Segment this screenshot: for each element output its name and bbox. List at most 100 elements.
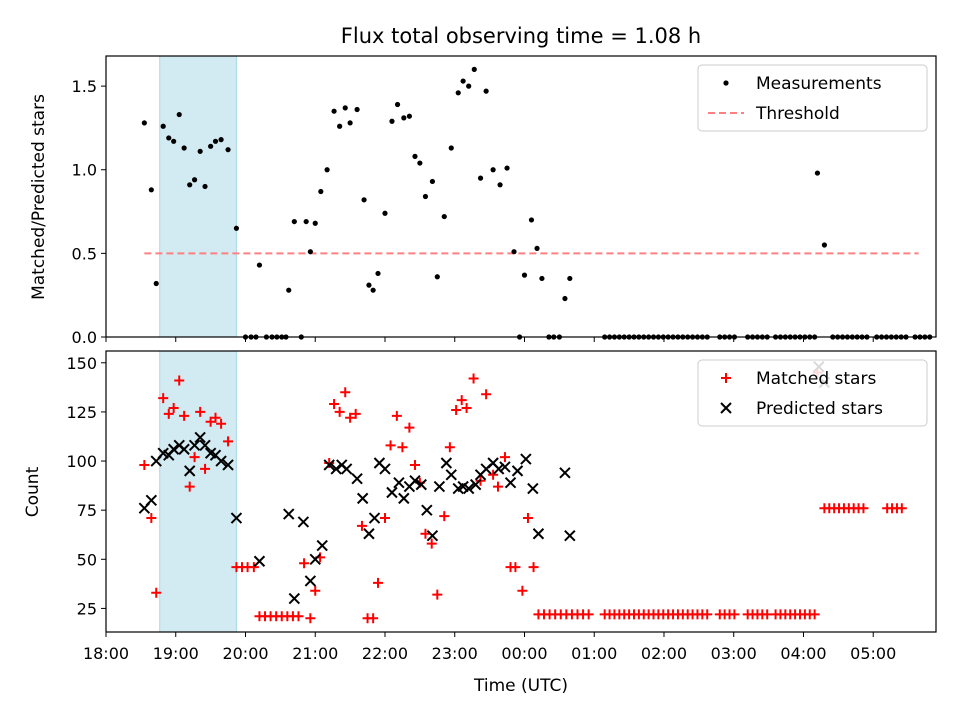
data-point — [171, 138, 177, 144]
top-panel-ylabel: Matched/Predicted stars — [29, 94, 49, 300]
data-point — [448, 145, 454, 151]
data-point — [520, 453, 532, 465]
data-point — [379, 463, 391, 475]
panel-ratio: 0.0 0.5 1.0 1.5 Measurements Threshold — [72, 55, 937, 347]
data-point — [160, 123, 166, 129]
data-point — [404, 422, 415, 433]
data-point — [488, 469, 499, 480]
data-point — [324, 167, 330, 173]
data-point — [208, 143, 214, 149]
data-point — [499, 452, 510, 463]
y-tick-label: 100 — [66, 452, 97, 471]
y-tick-label: 125 — [66, 403, 97, 422]
data-point — [455, 90, 461, 96]
data-point — [366, 282, 372, 288]
data-point — [398, 492, 410, 505]
data-point — [223, 436, 234, 447]
data-point — [230, 512, 243, 524]
x-tick-label: 20:00 — [222, 644, 268, 663]
data-point — [183, 465, 196, 477]
data-point — [151, 587, 162, 598]
data-point — [415, 478, 427, 491]
data-point — [184, 481, 195, 492]
data-point — [559, 467, 571, 479]
data-point — [528, 562, 539, 573]
data-point — [762, 609, 773, 620]
data-point — [310, 585, 321, 596]
y-tick-label: 1.5 — [72, 77, 97, 96]
y-tick-label: 0.5 — [72, 244, 97, 263]
data-point — [401, 115, 407, 121]
data-point — [253, 555, 266, 567]
data-point — [406, 113, 413, 119]
data-point — [210, 412, 221, 423]
data-point — [373, 577, 384, 588]
highlight-span — [159, 350, 237, 633]
data-point — [499, 461, 511, 473]
data-point — [293, 611, 304, 622]
data-point — [471, 66, 477, 72]
data-point — [481, 389, 492, 400]
bottom-panel-ylabel: Count — [23, 466, 43, 517]
data-point — [441, 213, 447, 220]
data-point — [356, 520, 367, 531]
legend-label: Matched stars — [756, 369, 876, 389]
data-point — [225, 147, 231, 153]
legend-handle — [720, 402, 732, 414]
chart-title: Flux total observing time = 1.08 h — [341, 24, 701, 48]
data-point — [179, 410, 190, 421]
data-point — [188, 439, 201, 452]
data-point — [412, 153, 418, 159]
data-point — [451, 404, 462, 415]
data-point — [361, 197, 367, 203]
data-point — [511, 465, 524, 477]
data-point — [432, 589, 443, 600]
data-point — [394, 101, 401, 108]
x-tick-label: 23:00 — [432, 644, 478, 663]
data-point — [340, 387, 351, 398]
data-point — [347, 120, 353, 126]
data-point — [391, 410, 402, 421]
legend-handle — [721, 373, 731, 383]
data-point — [562, 295, 568, 302]
data-point — [469, 478, 482, 491]
data-point — [445, 469, 457, 481]
data-point — [216, 418, 227, 429]
data-point — [176, 111, 182, 118]
data-point — [534, 245, 540, 251]
y-tick-label: 50 — [77, 550, 97, 569]
data-point — [527, 482, 539, 495]
data-point — [303, 218, 309, 225]
x-tick-label: 01:00 — [571, 644, 617, 663]
data-point — [421, 504, 433, 516]
data-point — [312, 220, 318, 226]
legend-box — [697, 64, 928, 132]
data-point — [329, 399, 340, 410]
data-point — [397, 442, 408, 453]
data-point — [440, 457, 453, 469]
data-point — [483, 88, 489, 94]
data-point — [309, 553, 321, 566]
y-tick-label: 25 — [77, 599, 97, 618]
data-point — [702, 609, 713, 620]
data-point — [139, 459, 150, 470]
data-point — [189, 452, 200, 463]
data-point — [422, 193, 429, 200]
plot-panels: 0.0 0.5 1.0 1.5 Measurements Threshold 25 50 75 1… — [66, 55, 937, 663]
y-tick-label: 0.0 — [72, 328, 97, 347]
y-tick-label: 75 — [77, 501, 97, 520]
data-point — [316, 539, 328, 552]
data-point — [439, 511, 450, 522]
data-point — [331, 108, 337, 114]
data-point — [218, 137, 224, 143]
data-point — [345, 412, 356, 423]
data-point — [167, 443, 180, 455]
y-tick-label: 150 — [66, 354, 97, 373]
data-point — [564, 530, 576, 542]
data-point — [528, 217, 535, 223]
data-point — [462, 482, 475, 495]
data-point — [233, 225, 240, 231]
legend-handle — [723, 80, 729, 86]
data-point — [191, 177, 198, 183]
